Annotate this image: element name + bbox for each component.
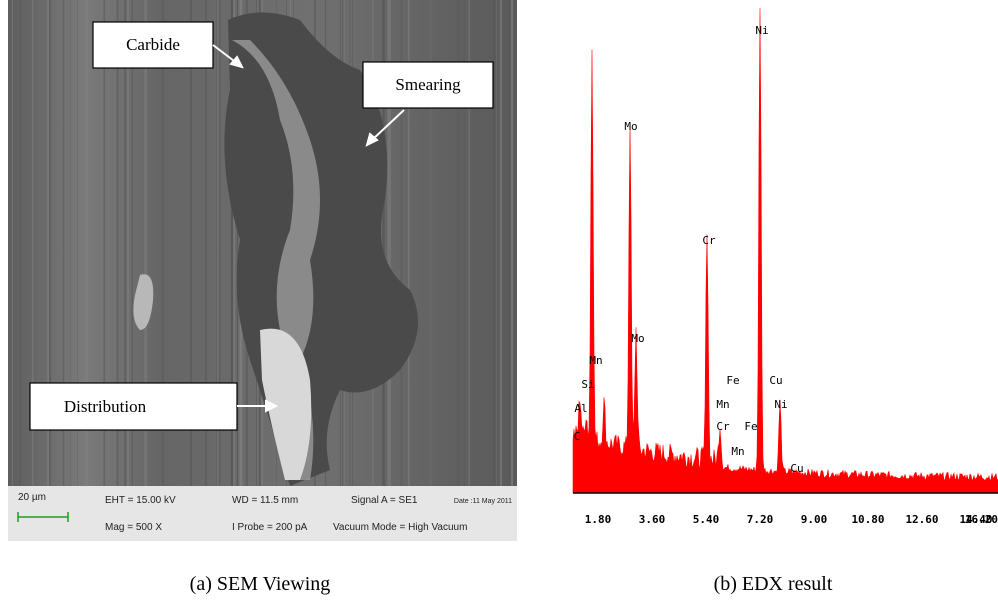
x-tick-label: 16.20 xyxy=(965,513,998,526)
callout: Distribution xyxy=(64,397,147,416)
callout: Carbide xyxy=(126,35,180,54)
peak-label: Cr xyxy=(702,234,716,247)
info-text: Date :11 May 2011 xyxy=(454,498,512,505)
info-text: WD = 11.5 mm xyxy=(232,495,298,506)
edx-panel: (b) EDX result 1.80 3.60 5.40 7.20 9.00 10.80… xyxy=(573,8,998,595)
info-text: I Probe = 200 pA xyxy=(232,522,308,533)
peak-label: Cr xyxy=(716,420,730,433)
info-text: Mag = 500 X xyxy=(105,522,162,533)
x-tick-label: 12.60 xyxy=(905,513,938,526)
callout: Smearing xyxy=(395,75,461,94)
x-tick-label: 3.60 xyxy=(639,513,666,526)
x-tick-label: 5.40 xyxy=(693,513,720,526)
spectrum xyxy=(573,8,998,493)
peak-label: Si xyxy=(581,378,594,391)
caption: (b) EDX result xyxy=(714,573,833,595)
peak-label: Mo xyxy=(624,120,637,133)
figure: Carbide Smearing Distribution 20 µm EHT … xyxy=(0,0,998,602)
peak-label: Mo xyxy=(631,332,644,345)
x-tick-label: 9.00 xyxy=(801,513,828,526)
peak-label: Fe xyxy=(744,420,757,433)
x-tick-label: 10.80 xyxy=(851,513,884,526)
caption: (a) SEM Viewing xyxy=(190,573,331,595)
peak-label: C xyxy=(574,430,581,443)
peak-label: Mn xyxy=(716,398,729,411)
peak-label: Mn xyxy=(589,354,602,367)
x-tick-label: 7.20 xyxy=(747,513,774,526)
info-text: Vacuum Mode = High Vacuum xyxy=(333,522,467,533)
peak-label: Mn xyxy=(731,445,744,458)
peak-label: Ni xyxy=(755,24,768,37)
info-text: Signal A = SE1 xyxy=(351,495,418,506)
peak-label: Al xyxy=(574,402,587,415)
info-text: EHT = 15.00 kV xyxy=(105,495,176,506)
sem-panel: Carbide Smearing Distribution 20 µm EHT … xyxy=(8,0,517,595)
x-tick-label: 1.80 xyxy=(585,513,612,526)
info-text: 20 µm xyxy=(18,492,46,503)
peak-label: Ni xyxy=(774,398,787,411)
peak-label: Fe xyxy=(726,374,739,387)
peak-label: Cu xyxy=(769,374,782,387)
peak-label: Cu xyxy=(790,462,803,475)
